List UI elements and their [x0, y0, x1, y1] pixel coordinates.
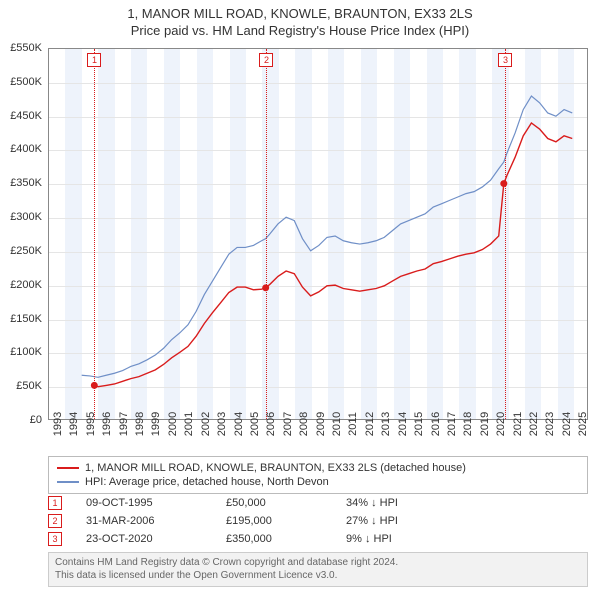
x-axis-label: 2017 — [446, 412, 458, 436]
event-marker: 1 — [87, 53, 101, 67]
event-marker: 3 — [498, 53, 512, 67]
event-diff: 34% ↓ HPI — [346, 497, 398, 509]
y-axis-label: £0 — [0, 414, 42, 426]
legend-swatch — [57, 467, 79, 469]
y-axis-label: £100K — [0, 346, 42, 358]
y-axis-label: £200K — [0, 279, 42, 291]
x-axis-label: 2016 — [430, 412, 442, 436]
event-line — [94, 49, 95, 419]
x-axis-label: 2019 — [479, 412, 491, 436]
event-marker: 3 — [48, 532, 62, 546]
x-axis-label: 2010 — [331, 412, 343, 436]
events-table: 1 09-OCT-1995£50,00034% ↓ HPI 2 31-MAR-2006… — [48, 494, 588, 548]
event-diff: 9% ↓ HPI — [346, 533, 392, 545]
y-axis-label: £500K — [0, 76, 42, 88]
x-axis-label: 2006 — [265, 412, 277, 436]
event-date: 09-OCT-1995 — [86, 497, 226, 509]
event-date: 23-OCT-2020 — [86, 533, 226, 545]
x-axis-label: 2004 — [233, 412, 245, 436]
event-marker: 2 — [48, 514, 62, 528]
event-price: £195,000 — [226, 515, 346, 527]
x-axis-label: 2001 — [183, 412, 195, 436]
legend-row: HPI: Average price, detached house, Nort… — [57, 475, 579, 489]
event-date: 31-MAR-2006 — [86, 515, 226, 527]
title-block: 1, MANOR MILL ROAD, KNOWLE, BRAUNTON, EX… — [0, 0, 600, 38]
x-axis-label: 2011 — [347, 412, 359, 436]
x-axis-label: 2012 — [364, 412, 376, 436]
x-axis-label: 2014 — [397, 412, 409, 436]
x-axis-label: 1996 — [101, 412, 113, 436]
y-axis-label: £50K — [0, 380, 42, 392]
x-axis-label: 2018 — [462, 412, 474, 436]
x-axis-label: 2007 — [282, 412, 294, 436]
event-marker: 1 — [48, 496, 62, 510]
footer-line1: Contains HM Land Registry data © Crown c… — [55, 557, 581, 570]
x-axis-label: 2013 — [380, 412, 392, 436]
y-axis-label: £350K — [0, 177, 42, 189]
event-price: £350,000 — [226, 533, 346, 545]
x-axis-label: 2002 — [200, 412, 212, 436]
x-axis-label: 2008 — [298, 412, 310, 436]
x-axis-label: 1993 — [52, 412, 64, 436]
x-axis-label: 2003 — [216, 412, 228, 436]
x-axis-label: 2024 — [561, 412, 573, 436]
y-axis-label: £150K — [0, 313, 42, 325]
event-line — [266, 49, 267, 419]
y-axis-label: £400K — [0, 143, 42, 155]
footer-line2: This data is licensed under the Open Gov… — [55, 570, 581, 583]
x-axis-label: 2025 — [577, 412, 589, 436]
x-axis-label: 2015 — [413, 412, 425, 436]
event-row: 1 09-OCT-1995£50,00034% ↓ HPI — [48, 494, 588, 512]
x-axis-label: 2005 — [249, 412, 261, 436]
attribution-footer: Contains HM Land Registry data © Crown c… — [48, 552, 588, 587]
legend-label: HPI: Average price, detached house, Nort… — [85, 476, 329, 488]
y-axis-label: £300K — [0, 211, 42, 223]
x-axis-label: 1999 — [150, 412, 162, 436]
x-axis-label: 1994 — [68, 412, 80, 436]
x-axis-label: 2022 — [528, 412, 540, 436]
x-axis-label: 1997 — [118, 412, 130, 436]
x-axis-label: 1998 — [134, 412, 146, 436]
event-diff: 27% ↓ HPI — [346, 515, 398, 527]
y-axis-label: £550K — [0, 42, 42, 54]
event-price: £50,000 — [226, 497, 346, 509]
x-axis-label: 2020 — [495, 412, 507, 436]
event-line — [505, 49, 506, 419]
y-axis-label: £450K — [0, 110, 42, 122]
event-marker: 2 — [259, 53, 273, 67]
legend: 1, MANOR MILL ROAD, KNOWLE, BRAUNTON, EX… — [48, 456, 588, 494]
event-row: 3 23-OCT-2020£350,0009% ↓ HPI — [48, 530, 588, 548]
legend-swatch — [57, 481, 79, 483]
y-axis-label: £250K — [0, 245, 42, 257]
x-axis-label: 2000 — [167, 412, 179, 436]
x-axis-label: 2009 — [315, 412, 327, 436]
title-line2: Price paid vs. HM Land Registry's House … — [0, 23, 600, 38]
title-line1: 1, MANOR MILL ROAD, KNOWLE, BRAUNTON, EX… — [0, 6, 600, 21]
series-price_paid — [94, 123, 572, 387]
chart-area: 123 £0£50K£100K£150K£200K£250K£300K£350K… — [48, 48, 588, 420]
page-root: 1, MANOR MILL ROAD, KNOWLE, BRAUNTON, EX… — [0, 0, 600, 590]
x-axis-label: 1995 — [85, 412, 97, 436]
event-row: 2 31-MAR-2006£195,00027% ↓ HPI — [48, 512, 588, 530]
x-axis-label: 2023 — [544, 412, 556, 436]
legend-row: 1, MANOR MILL ROAD, KNOWLE, BRAUNTON, EX… — [57, 461, 579, 475]
plot: 1 2 3 — [48, 48, 588, 420]
legend-label: 1, MANOR MILL ROAD, KNOWLE, BRAUNTON, EX… — [85, 462, 466, 474]
x-axis-label: 2021 — [512, 412, 524, 436]
